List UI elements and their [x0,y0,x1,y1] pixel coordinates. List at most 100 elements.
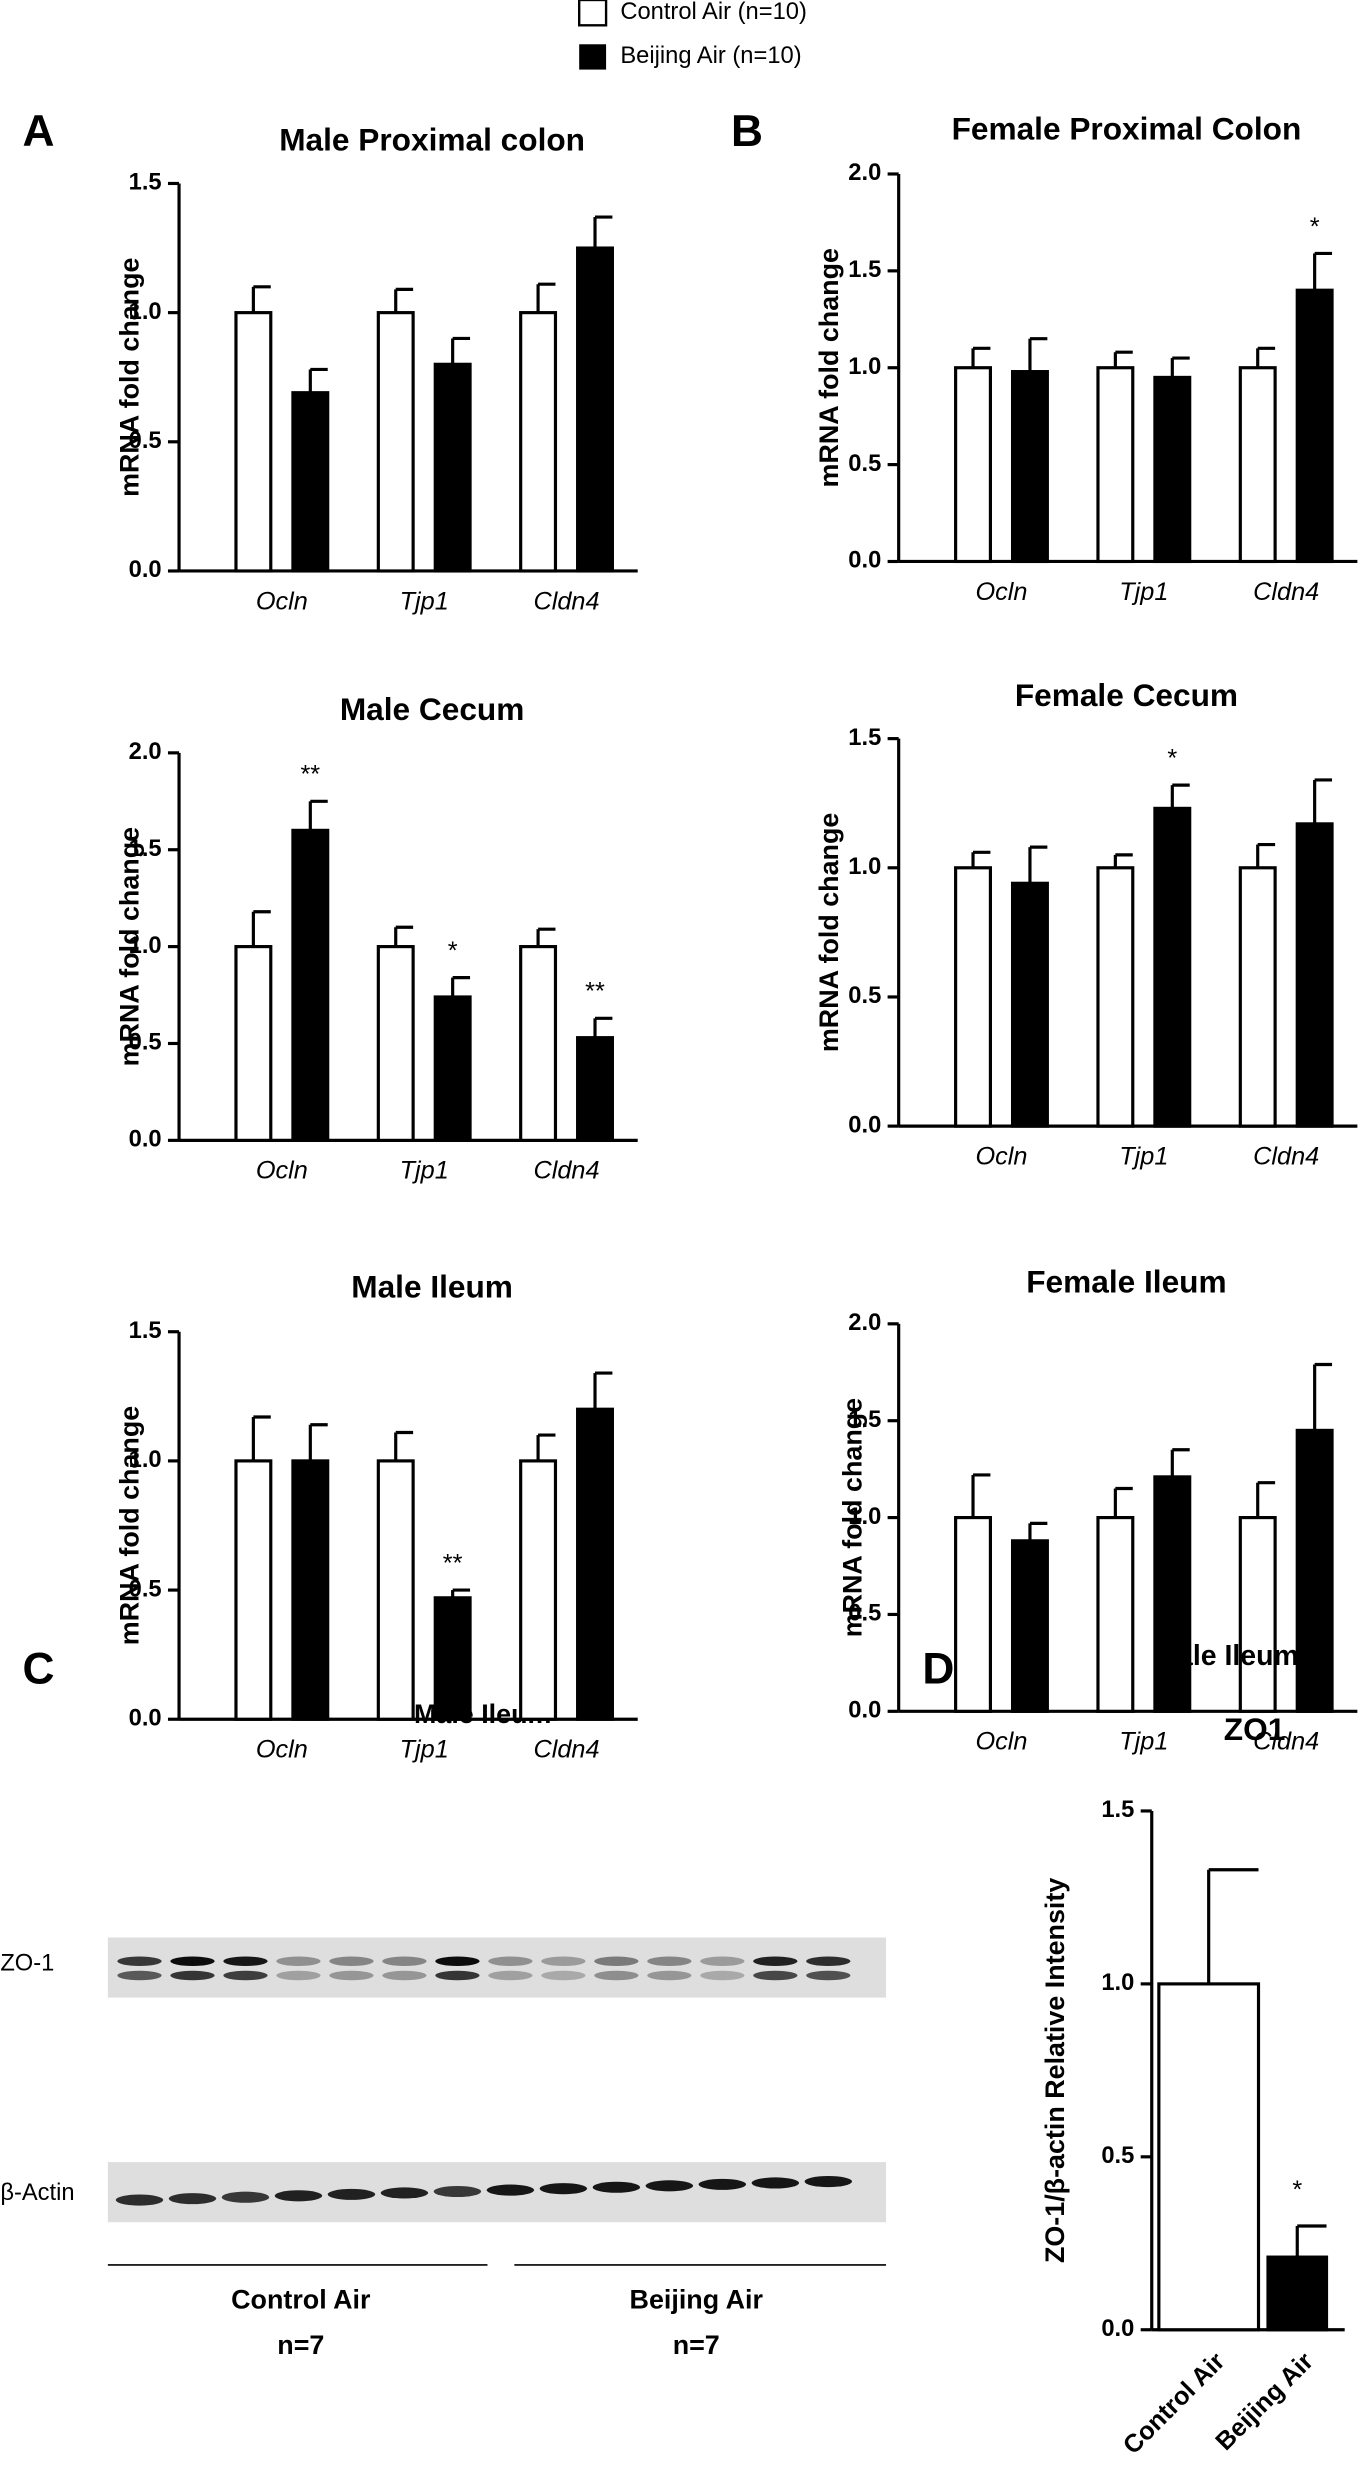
x-tick-label: Tjp1 [1119,578,1168,606]
bar [433,1596,472,1721]
blot-bands [115,1956,853,2206]
bar [1238,1515,1277,1713]
blot-band [382,1956,427,1966]
significance: * [1310,213,1320,241]
blot-band [592,2181,641,2193]
blot-n: n=7 [277,2330,324,2360]
blot-band [751,2177,800,2189]
x-tick-label: Ocln [256,1157,308,1185]
y-tick-label: 0.0 [129,557,162,583]
significance: * [1292,2176,1302,2204]
y-tick-label: 0.5 [129,1576,162,1602]
bar [519,311,558,573]
bar [1238,866,1277,1128]
bar [1295,288,1334,564]
blot-band [539,2183,588,2195]
y-tick-label: 1.5 [848,257,881,283]
bar [1153,806,1192,1128]
y-tick-label: 1.0 [129,299,162,325]
significance: * [448,937,458,965]
legend-label: Beijing Air (n=10) [620,43,801,69]
bar [1153,375,1192,564]
y-tick-label: 1.5 [1101,1797,1134,1823]
bar [576,1407,614,1721]
y-tick-label: 0.0 [129,1127,162,1153]
panel-letter: D [922,1644,954,1693]
y-tick-label: 1.5 [848,725,881,751]
y-tick-label: 1.0 [129,933,162,959]
bar [954,866,992,1128]
significance: ** [585,978,605,1006]
y-tick-label: 0.5 [1101,2143,1134,2169]
x-tick-label: Cldn4 [1253,578,1319,606]
x-tick-label: Tjp1 [400,1157,449,1185]
bar [234,311,273,573]
y-tick-label: 0.0 [1101,2316,1134,2342]
chart-title: Female Cecum [1015,677,1238,713]
chart-title: Male Cecum [340,691,525,727]
legend-swatch [579,44,607,70]
x-tick-label: Tjp1 [1119,1142,1168,1170]
bar [1295,822,1334,1128]
blot-band [753,1970,798,1981]
blot-row-label: ZO-1 [0,1951,54,1977]
bar [576,246,614,573]
blot-band [117,1970,162,1981]
blot-band [698,2178,747,2190]
y-tick-label: 0.5 [848,451,881,477]
blot-band [645,2180,694,2192]
blot-row-label: β-Actin [0,2180,74,2206]
y-tick-label: 0.0 [129,1706,162,1732]
bar [576,1036,614,1142]
y-tick-label: 0.0 [848,1698,881,1724]
blot-band [276,1956,321,1966]
y-tick-label: 0.5 [129,1030,162,1056]
y-tick-label: 1.5 [129,1318,162,1344]
bar [1096,366,1135,564]
bar [1238,366,1277,564]
bar [519,945,558,1142]
x-tick-label: Ocln [975,578,1027,606]
bar [291,828,330,1142]
y-tick-label: 0.5 [129,428,162,454]
blot-band [380,2187,429,2199]
bar [234,945,273,1142]
blot-band [274,2190,323,2202]
bar [519,1459,558,1721]
x-tick-label: Ocln [256,1736,308,1764]
panel-letter: A [22,107,54,156]
blot-band [433,2185,482,2198]
blot-group: Control Air [231,2284,371,2314]
y-tick-label: 0.5 [848,1601,881,1627]
blot-band [700,1970,745,1981]
blot-band [488,1956,533,1966]
blot-band [806,1970,851,1981]
blot-band [594,1970,639,1981]
blot-band [382,1970,427,1981]
y-tick-label: 1.0 [129,1447,162,1473]
y-axis-label: mRNA fold change [814,248,844,487]
panel-letter: C [22,1644,54,1693]
blot-band [647,1956,692,1966]
bar [1010,881,1049,1128]
blot-band [329,1970,374,1981]
blot-band [327,2188,376,2200]
blot-n: n=7 [673,2330,720,2360]
y-tick-label: 1.5 [129,836,162,862]
blot-band [753,1956,798,1966]
bar [1295,1428,1334,1713]
bar [376,945,415,1142]
y-tick-label: 1.5 [129,170,162,196]
chart-title: Female Proximal Colon [952,111,1302,147]
y-axis-label: mRNA fold change [814,813,844,1052]
blot-band [223,1970,268,1981]
chart-subtitle: Male Ileum [1153,1640,1298,1672]
blot-band [168,2193,217,2205]
chart-title: ZO1 [1224,1711,1286,1747]
bar [1096,1515,1135,1713]
y-axis-label: mRNA fold change [115,1406,145,1645]
bar [954,1515,992,1713]
bar [234,1459,273,1721]
